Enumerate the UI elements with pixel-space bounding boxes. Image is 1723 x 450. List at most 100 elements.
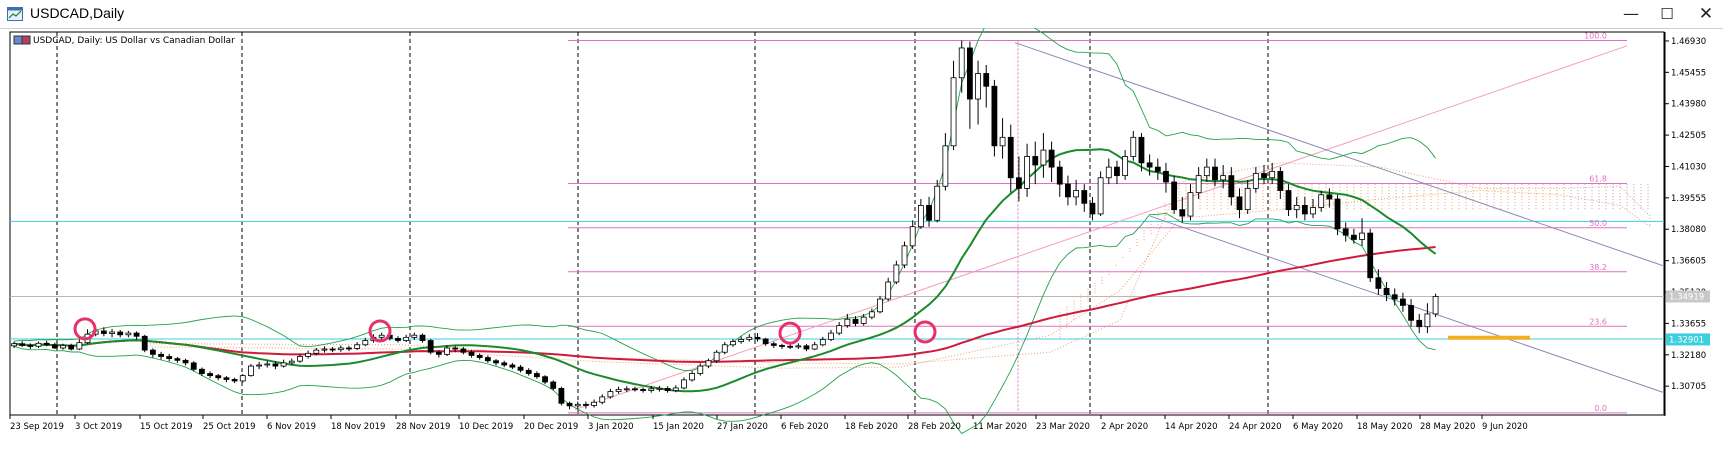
window-titlebar: USDCAD,Daily — ☐ ✕	[0, 0, 1723, 29]
candle-body	[1285, 190, 1292, 211]
fibonacci-level-label: 50.0	[1589, 219, 1607, 228]
fibonacci-level-label: 0.0	[1594, 404, 1607, 413]
candle-body	[133, 332, 140, 337]
candle-body	[893, 264, 900, 283]
date-tick-label: 6 Nov 2019	[267, 422, 316, 432]
candle-body	[1220, 175, 1227, 181]
candle-body	[1154, 166, 1161, 172]
date-tick-label: 14 Apr 2020	[1165, 422, 1218, 432]
price-tick-label: 1.33655	[1671, 319, 1706, 329]
date-tick-label: 11 Mar 2020	[973, 422, 1027, 432]
candle-body	[444, 347, 450, 355]
candle-body	[730, 341, 736, 346]
candle-body	[542, 376, 548, 383]
date-tick-label: 15 Oct 2019	[140, 422, 193, 432]
candle-body	[787, 345, 794, 348]
trend-line	[574, 45, 1628, 411]
date-tick-label: 3 Jan 2020	[588, 422, 634, 432]
candle-body	[868, 311, 875, 318]
candle-body	[1024, 156, 1030, 189]
sma-slow-line	[13, 246, 1436, 364]
candle-body	[378, 334, 385, 338]
candle-body	[623, 388, 630, 391]
candle-body	[346, 347, 352, 350]
candle-body	[1432, 296, 1439, 315]
candle-body	[256, 364, 263, 367]
price-tick-label: 1.41030	[1671, 162, 1706, 172]
candle-body	[321, 348, 328, 351]
candle-body	[280, 362, 287, 367]
candle-body	[648, 388, 655, 391]
candle-body	[632, 388, 638, 391]
candle-body	[656, 388, 663, 390]
candle-body	[975, 73, 981, 100]
candle-body	[149, 349, 156, 355]
candle-body	[297, 356, 303, 362]
candle-body	[738, 339, 745, 342]
candle-body	[852, 318, 859, 324]
candle-body	[705, 360, 712, 367]
candle-body	[1163, 170, 1169, 183]
date-tick-label: 28 Feb 2020	[908, 422, 961, 432]
candle-body	[746, 336, 753, 340]
candle-body	[395, 337, 401, 341]
candle-body	[591, 401, 597, 406]
date-tick-label: 9 Jun 2020	[1482, 422, 1528, 432]
app-chart-icon	[7, 7, 23, 21]
candle-body	[1114, 166, 1120, 177]
symbol-icon-box	[21, 35, 31, 45]
date-tick-label: 23 Mar 2020	[1036, 422, 1090, 432]
candle-body	[1301, 205, 1308, 215]
candle-body	[1359, 232, 1365, 240]
candle-body	[1203, 166, 1210, 177]
candle-body	[1195, 175, 1202, 194]
candle-body	[1416, 319, 1423, 328]
candle-body	[403, 336, 410, 341]
candle-body	[166, 356, 173, 360]
candle-body	[452, 347, 459, 350]
candle-body	[493, 360, 499, 364]
candle-body	[1130, 136, 1137, 157]
candle-body	[950, 77, 957, 147]
candle-body	[1032, 156, 1039, 166]
candle-body	[1236, 196, 1243, 211]
date-tick-label: 25 Oct 2019	[203, 422, 256, 432]
price-tick-label: 1.36605	[1671, 257, 1706, 267]
date-tick-label: 24 Apr 2020	[1229, 422, 1282, 432]
candle-body	[517, 366, 524, 371]
candle-body	[1056, 166, 1063, 185]
date-tick-label: 18 Feb 2020	[845, 422, 898, 432]
price-chart[interactable]: USDCAD, Daily: US Dollar vs Canadian Dol…	[0, 28, 1723, 450]
candle-body	[288, 360, 295, 364]
candle-body	[721, 344, 728, 353]
candle-body	[60, 345, 66, 349]
candle-body	[566, 402, 573, 407]
date-tick-label: 28 May 2020	[1420, 422, 1475, 432]
candle-body	[231, 379, 238, 382]
maximize-button[interactable]: ☐	[1660, 5, 1674, 23]
candle-body	[1367, 232, 1374, 279]
price-badge-label: 1.32901	[1669, 335, 1704, 345]
candle-body	[607, 391, 614, 398]
candle-body	[468, 351, 475, 356]
candle-body	[770, 343, 777, 346]
candle-body	[779, 345, 785, 347]
candle-body	[1424, 313, 1431, 328]
channel-lower-line	[1149, 215, 1665, 394]
close-button[interactable]: ✕	[1698, 4, 1714, 24]
minimize-button[interactable]: —	[1623, 4, 1639, 23]
candle-body	[1293, 205, 1300, 211]
candle-body	[991, 85, 998, 147]
candle-body	[713, 351, 720, 362]
candle-body	[313, 349, 320, 354]
fibonacci-level-label: 23.6	[1589, 317, 1607, 326]
plot-area	[9, 31, 1665, 416]
candle-body	[1007, 136, 1014, 179]
candle-body	[803, 345, 810, 350]
candle-body	[1261, 173, 1267, 179]
candle-body	[1016, 177, 1022, 189]
price-badge-bg	[1666, 290, 1710, 303]
candle-body	[76, 342, 83, 350]
highlight-circle	[913, 320, 937, 344]
candle-body	[828, 332, 834, 340]
